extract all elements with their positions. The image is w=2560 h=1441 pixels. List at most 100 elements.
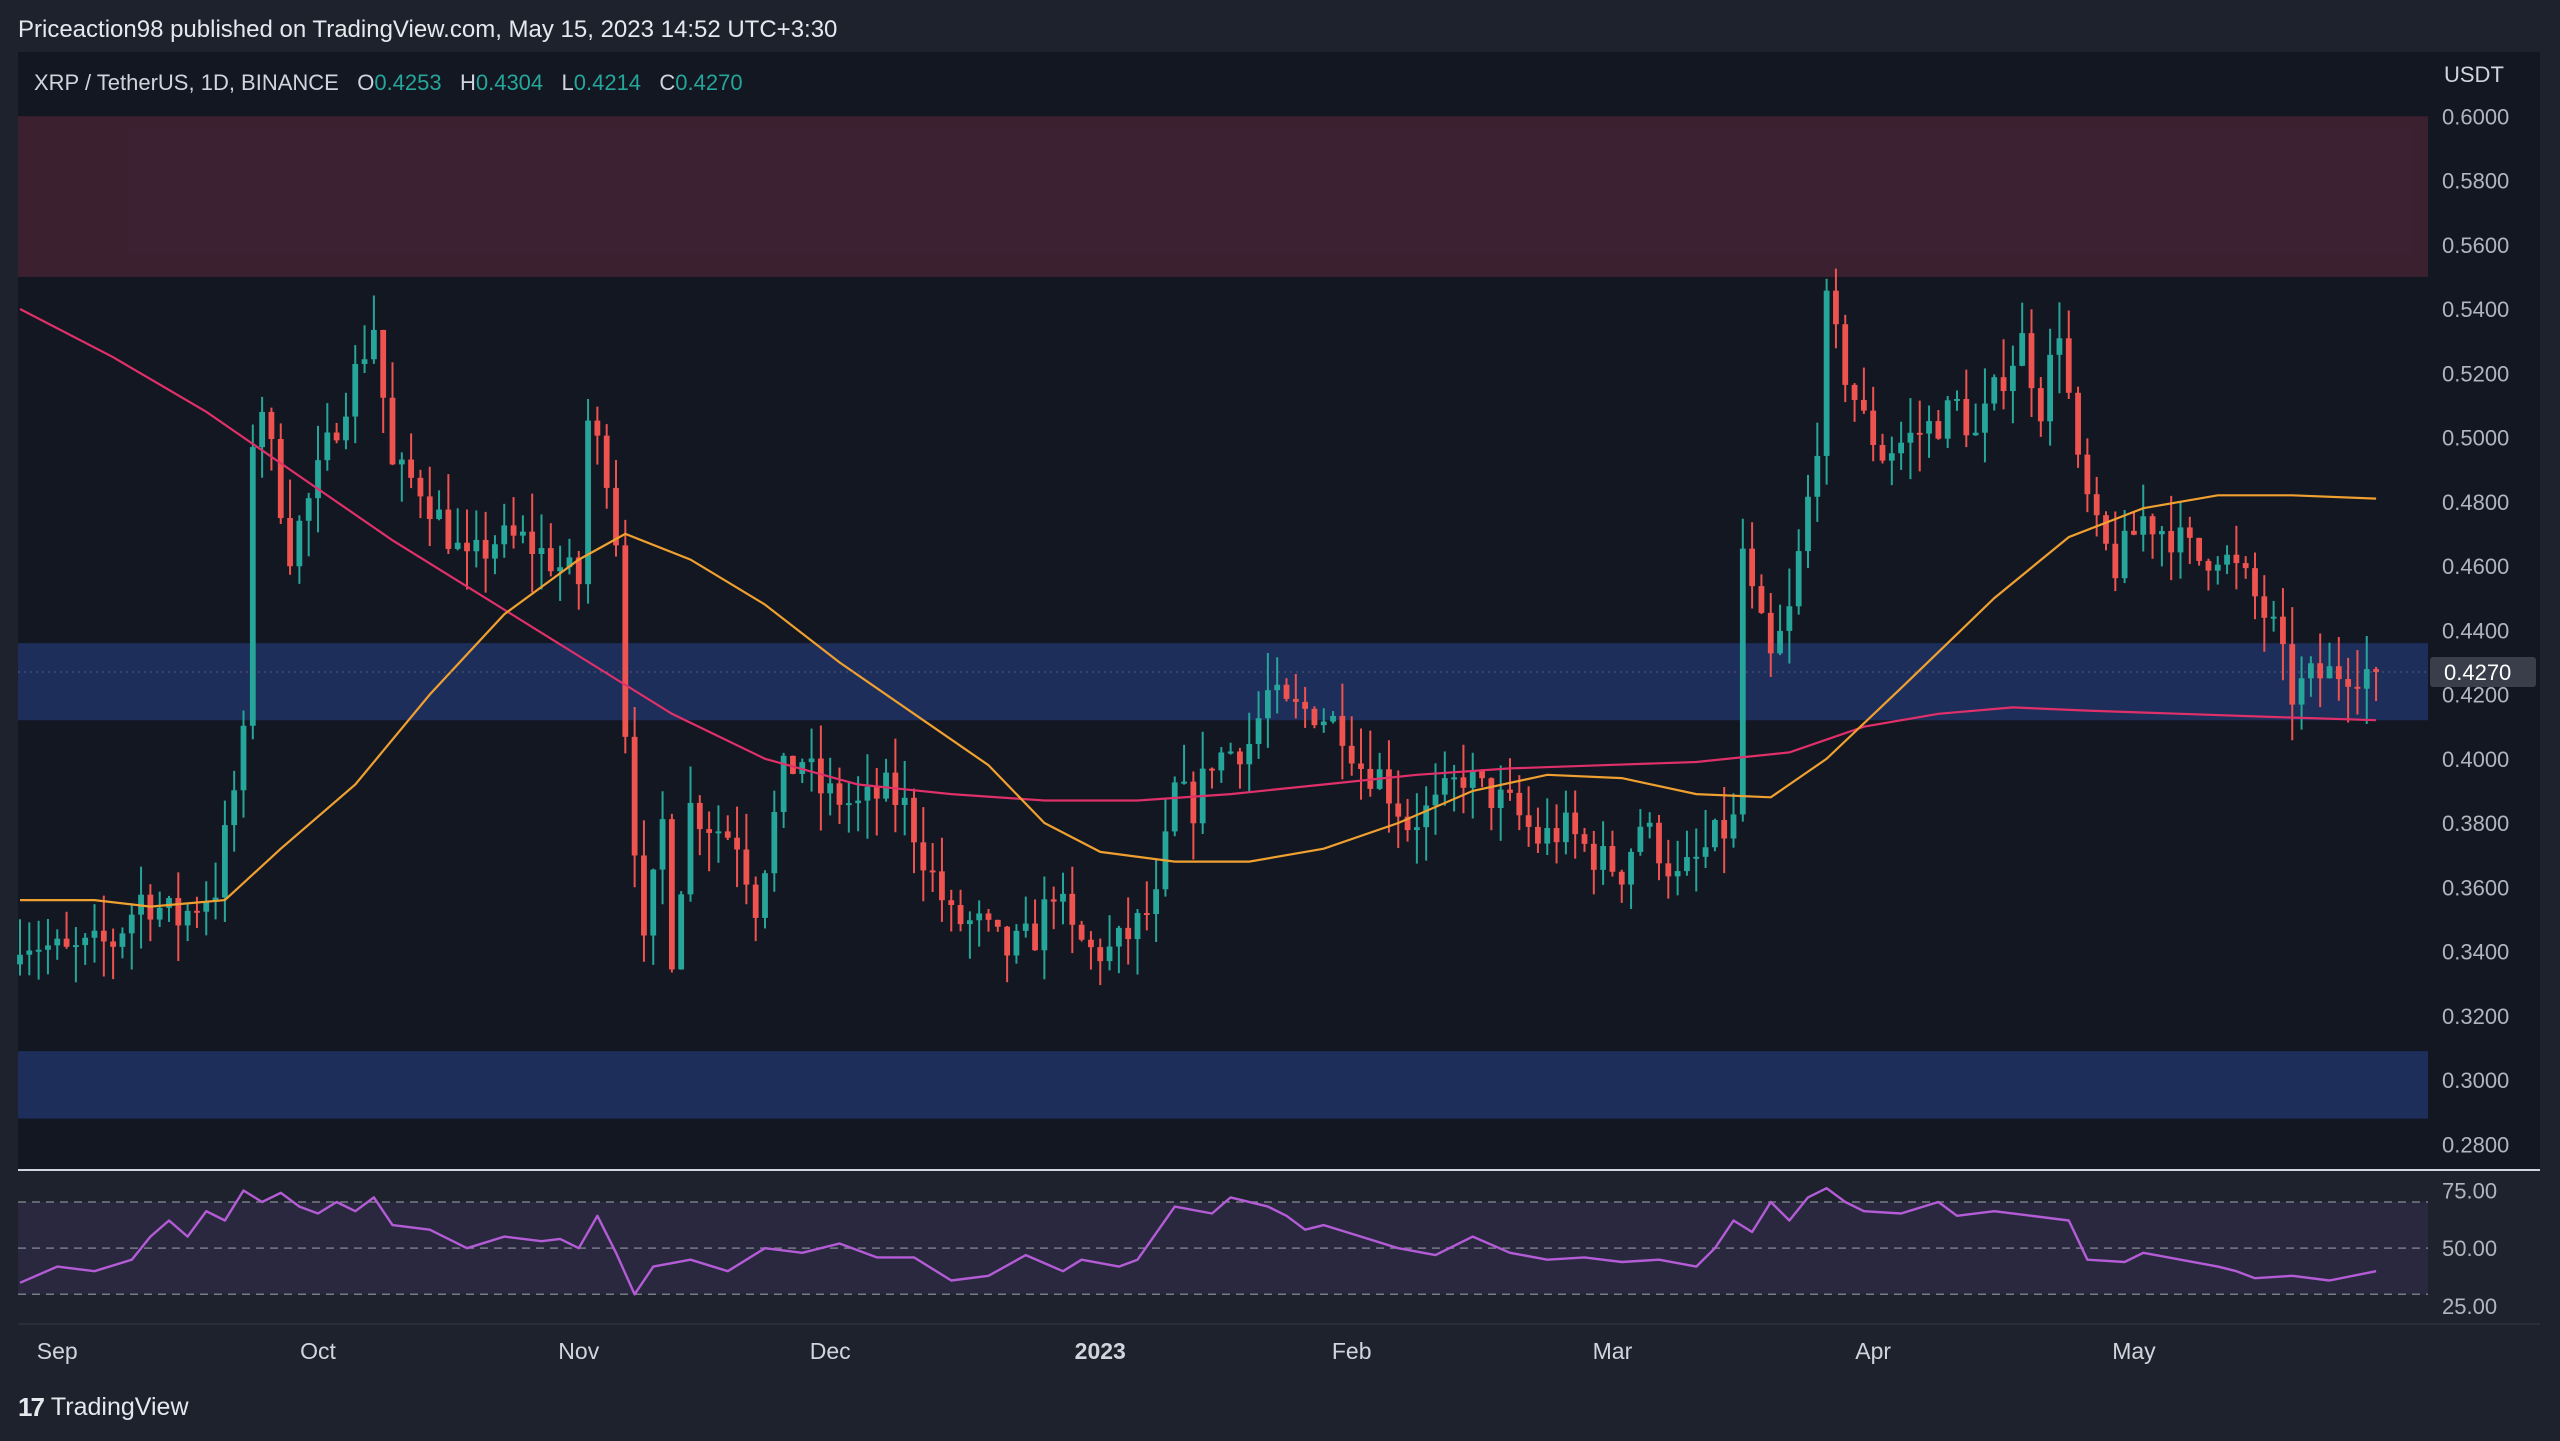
close-value: 0.4270 [675, 70, 743, 95]
candle-body [2121, 530, 2128, 579]
candle-body [2186, 527, 2193, 538]
candle-body [1255, 718, 1262, 744]
price-tick-label: 0.4000 [2442, 747, 2509, 772]
zone-support-lower [18, 1051, 2428, 1119]
candle-body [529, 531, 536, 555]
candle-body [883, 772, 889, 799]
candle-body [1628, 851, 1634, 885]
candle-body [678, 894, 685, 970]
candle-body [1237, 751, 1243, 765]
candle-body [743, 849, 750, 885]
candle-body [557, 567, 564, 572]
price-tick-label: 0.5200 [2442, 361, 2509, 386]
last-price-badge [2430, 657, 2536, 688]
candle-body [1143, 913, 1150, 916]
candle-body [1581, 834, 1588, 844]
candle-body [1413, 827, 1420, 831]
candle-body [63, 938, 70, 947]
candle-body [1823, 290, 1830, 456]
candle-body [2047, 354, 2054, 422]
candle-body [1916, 432, 1923, 435]
candle-body [212, 897, 219, 902]
candle-body [510, 525, 517, 536]
candle-body [1339, 715, 1346, 746]
candle-body [1432, 794, 1439, 806]
candle-body [1171, 782, 1178, 832]
axis-layer: USDT 0.2800 0.3000 0.3200 0.3400 0.3600 0.3800… [18, 62, 2536, 1364]
candle-body [315, 460, 321, 499]
candle-body [1013, 930, 1020, 956]
rsi-tick-label: 50.00 [2442, 1236, 2497, 1261]
candle-body [2233, 554, 2240, 564]
candle-body [1879, 444, 1886, 461]
candle-body [1907, 432, 1914, 443]
candle-body [128, 914, 135, 934]
candle-body [631, 736, 638, 856]
candle-body [343, 416, 349, 441]
candle-body [1218, 752, 1225, 771]
candle-body [622, 545, 629, 737]
candle-body [1088, 939, 1094, 948]
time-tick-label: Nov [558, 1338, 599, 1364]
candle-body [538, 548, 545, 555]
candle-body [1860, 399, 1867, 411]
candle-body [1125, 927, 1132, 940]
candle-body [398, 459, 405, 465]
candle-body [1302, 701, 1309, 709]
candle-body [1423, 805, 1430, 828]
candle-body [492, 544, 498, 559]
candle-body [249, 447, 256, 726]
candle-body [2103, 515, 2109, 544]
candle-body [873, 786, 880, 799]
candle-body [1870, 410, 1877, 445]
candle-body [2270, 616, 2277, 619]
tradingview-logo[interactable]: 17 TradingView [18, 1392, 189, 1423]
candle-body [2224, 554, 2230, 565]
candle-body [1572, 812, 1579, 835]
candle-body [1535, 826, 1541, 844]
candle-body [1060, 893, 1066, 902]
open-label: O [357, 70, 375, 95]
candle-body [2149, 516, 2156, 535]
candle-body [1926, 421, 1932, 434]
candle-body [1833, 290, 1839, 325]
candle-body [482, 539, 489, 559]
candle-body [2214, 564, 2221, 571]
candle-body [1190, 781, 1197, 824]
candle-body [2354, 686, 2361, 689]
candle-body [845, 803, 852, 806]
candle-body [762, 873, 768, 918]
candle-body [1730, 814, 1737, 839]
candle-body [2373, 669, 2379, 673]
candle-body [1227, 751, 1234, 754]
candle-body [1814, 455, 1821, 497]
candle-body [389, 397, 396, 465]
candle-body [1786, 606, 1793, 631]
candle-body [1702, 847, 1709, 857]
candle-body [82, 937, 89, 946]
price-tick-label: 0.3000 [2442, 1068, 2509, 1093]
candle-body [2289, 644, 2296, 705]
candle-body [966, 920, 973, 925]
time-tick-label: Mar [1593, 1338, 1633, 1364]
candle-body [585, 420, 591, 585]
candle-body [1982, 403, 1988, 433]
candle-body [1618, 871, 1625, 885]
candle-body [1022, 923, 1029, 931]
candle-body [54, 938, 61, 946]
publisher-attribution: Priceaction98 published on TradingView.c… [18, 16, 838, 43]
candle-body [1516, 792, 1523, 816]
candle-body [1460, 777, 1467, 788]
candle-body [501, 525, 508, 545]
time-tick-label: Dec [810, 1338, 851, 1364]
candle-body [1805, 496, 1811, 552]
price-tick-label: 0.4400 [2442, 618, 2509, 643]
candle-body [2158, 531, 2165, 535]
candle-body [771, 812, 778, 874]
candle-body [1004, 926, 1011, 956]
candle-body [603, 435, 610, 488]
candle-body [1274, 684, 1281, 691]
candle-body [352, 363, 359, 417]
candle-body [1674, 871, 1681, 877]
